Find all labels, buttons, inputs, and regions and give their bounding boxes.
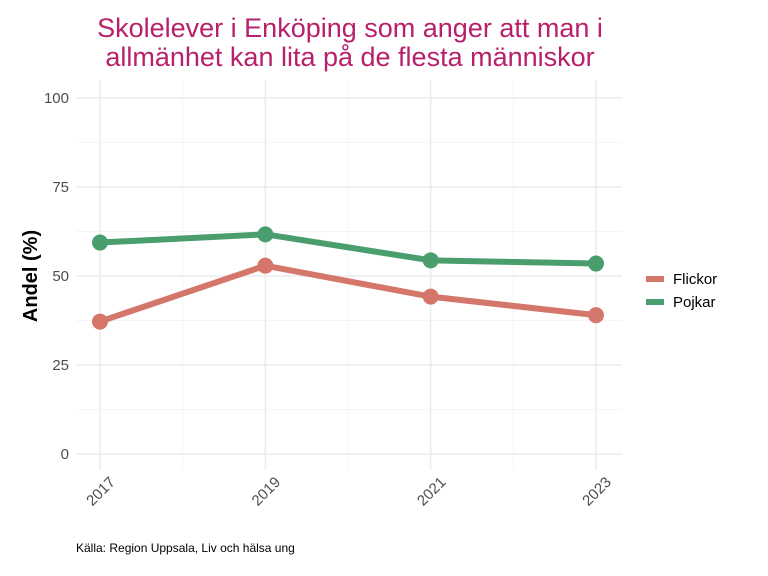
data-point [588, 255, 604, 272]
chart-title-line-1: Skolelever i Enköping som anger att man … [97, 13, 603, 43]
series-line [97, 262, 599, 325]
y-tick-label: 50 [52, 268, 69, 285]
data-point [422, 252, 439, 269]
y-tick-label: 0 [61, 446, 69, 463]
data-point [257, 257, 274, 274]
series-group [92, 226, 604, 330]
legend-label: Pojkar [673, 294, 716, 311]
x-tick-label: 2023 [579, 474, 615, 510]
data-point [92, 234, 108, 251]
series-line [97, 231, 599, 267]
y-axis-ticks: 0 25 50 75 100 [44, 90, 69, 463]
y-axis-title: Andel (%) [20, 230, 42, 322]
data-point [422, 288, 439, 305]
grid [76, 80, 622, 470]
y-tick-label: 25 [52, 357, 69, 374]
chart-title-line-2: allmänhet kan lita på de flesta människo… [105, 42, 595, 72]
data-point [92, 313, 108, 330]
x-tick-label: 2017 [83, 474, 119, 510]
source-caption: Källa: Region Uppsala, Liv och hälsa ung [76, 541, 295, 555]
data-point [257, 226, 274, 243]
series-flickor [92, 257, 604, 330]
x-axis-ticks: 2017 2019 2021 2023 [83, 474, 615, 510]
y-tick-label: 75 [52, 179, 69, 196]
legend-label: Flickor [673, 271, 717, 288]
x-tick-label: 2019 [249, 474, 285, 510]
x-tick-label: 2021 [414, 474, 450, 510]
series-pojkar [92, 226, 604, 272]
data-point [588, 307, 604, 324]
legend: Flickor Pojkar [646, 271, 717, 311]
y-tick-label: 100 [44, 90, 69, 107]
